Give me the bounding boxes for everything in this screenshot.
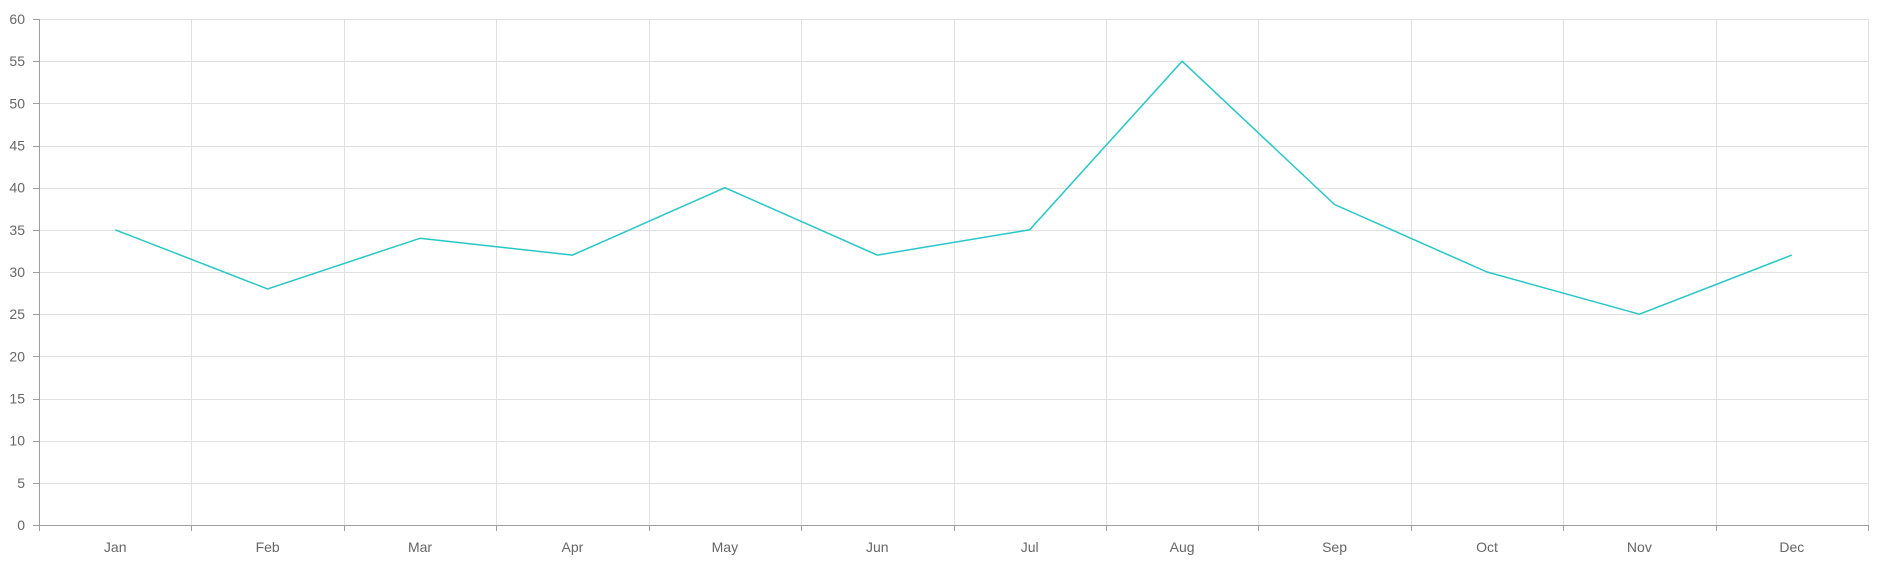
y-tick-label: 55 — [9, 53, 25, 69]
y-tick-label: 35 — [9, 222, 25, 238]
x-tick-label: Jan — [104, 539, 127, 555]
y-tick-label: 10 — [9, 433, 25, 449]
y-tick-label: 30 — [9, 264, 25, 280]
y-tick-label: 20 — [9, 348, 25, 364]
y-tick-label: 40 — [9, 180, 25, 196]
x-tick-label: Jun — [866, 539, 889, 555]
x-tick-label: Oct — [1476, 539, 1498, 555]
y-tick-label: 50 — [9, 95, 25, 111]
chart-grid — [39, 19, 1869, 525]
y-tick-label: 25 — [9, 306, 25, 322]
y-tick-label: 60 — [9, 11, 25, 27]
x-tick-label: Nov — [1627, 539, 1652, 555]
x-tick-label: Apr — [562, 539, 584, 555]
y-tick-label: 5 — [17, 475, 25, 491]
x-tick-label: Aug — [1170, 539, 1195, 555]
x-tick-label: Sep — [1322, 539, 1347, 555]
x-axis-tick-labels: Jan Feb Mar Apr May Jun Jul Aug Sep Oct Nov Dec — [104, 539, 1804, 555]
x-tick-label: Jul — [1021, 539, 1039, 555]
x-tick-label: Dec — [1779, 539, 1804, 555]
series-line — [114, 60, 1793, 315]
y-tick-label: 0 — [17, 517, 25, 533]
chart-series — [114, 60, 1793, 315]
y-tick-label: 15 — [9, 391, 25, 407]
x-tick-label: Feb — [256, 539, 280, 555]
y-axis-tick-labels: 0 5 10 15 20 25 30 35 40 45 50 55 60 — [9, 11, 25, 533]
x-tick-label: Mar — [408, 539, 432, 555]
chart-axes — [33, 19, 1869, 531]
x-tick-label: May — [712, 539, 738, 555]
y-tick-label: 45 — [9, 138, 25, 154]
